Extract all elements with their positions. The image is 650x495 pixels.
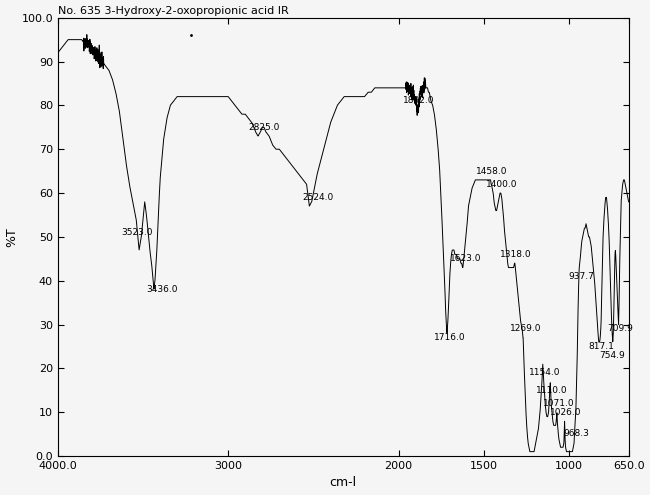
Text: No. 635 3-Hydroxy-2-oxopropionic acid IR: No. 635 3-Hydroxy-2-oxopropionic acid IR (58, 5, 289, 15)
Text: 1071.0: 1071.0 (543, 399, 574, 408)
Text: 1623.0: 1623.0 (450, 254, 482, 263)
Text: 1026.0: 1026.0 (551, 407, 582, 417)
Text: 817.1: 817.1 (589, 342, 615, 351)
Text: 709.9: 709.9 (607, 324, 633, 333)
Text: 968.3: 968.3 (563, 430, 589, 439)
Text: 2825.0: 2825.0 (248, 123, 280, 132)
Text: 754.9: 754.9 (599, 350, 625, 359)
X-axis label: cm-l: cm-l (330, 477, 357, 490)
Text: 1110.0: 1110.0 (536, 386, 567, 395)
Text: 1154.0: 1154.0 (528, 368, 560, 377)
Text: 3523.0: 3523.0 (122, 228, 153, 237)
Text: 1716.0: 1716.0 (434, 333, 466, 342)
Text: 1318.0: 1318.0 (500, 250, 532, 259)
Text: 1892.0: 1892.0 (403, 97, 435, 105)
Text: 3436.0: 3436.0 (146, 285, 177, 294)
Y-axis label: %T: %T (6, 227, 19, 247)
Text: 937.7: 937.7 (569, 272, 595, 281)
Text: 1269.0: 1269.0 (510, 324, 541, 333)
Text: 1458.0: 1458.0 (476, 166, 508, 176)
Text: 2524.0: 2524.0 (302, 193, 333, 202)
Text: 1400.0: 1400.0 (486, 180, 517, 189)
